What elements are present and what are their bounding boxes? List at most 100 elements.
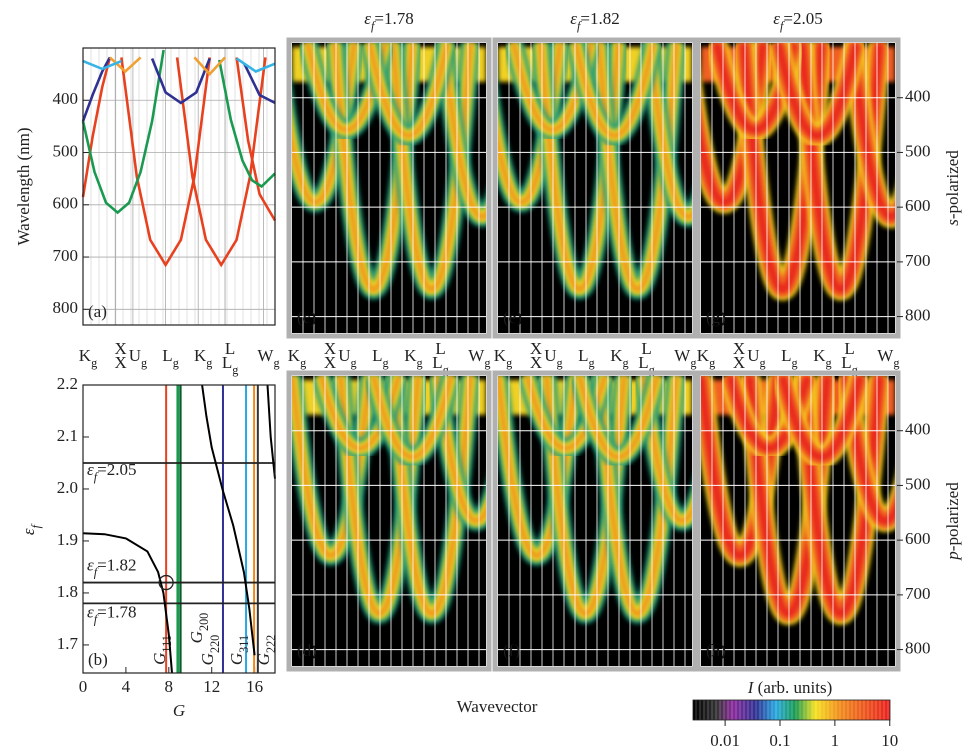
hline-label-part: =1.78 <box>97 602 136 621</box>
x-tick-label-part: g <box>232 363 238 377</box>
hline-label-part: ε <box>87 460 94 479</box>
x-tick-label: Kg <box>404 346 422 370</box>
y-tick-label: 800 <box>905 305 931 324</box>
x-tick-label-part: g <box>351 356 357 370</box>
x-tick-label: Kg <box>697 346 715 370</box>
x-tick-label: Lg <box>432 353 449 377</box>
plot-frame <box>82 47 276 326</box>
x-tick-label-part: g <box>416 356 422 370</box>
y-tick-label: 600 <box>905 196 931 215</box>
vline-label-part: 200 <box>197 613 211 631</box>
colorbar-tick-label: 1 <box>831 731 840 750</box>
x-tick-label-part: g <box>273 356 279 370</box>
x-tick-label: Lg <box>162 346 179 370</box>
x-tick-label-part: g <box>300 356 306 370</box>
x-tick-label-part: L <box>781 346 791 365</box>
heatmap-arc <box>641 376 692 524</box>
curve <box>235 57 276 73</box>
row-label-part: s <box>943 219 962 226</box>
panel-frame <box>286 37 492 339</box>
x-tick-label-part: K <box>494 346 507 365</box>
heatmap-arc <box>577 376 660 460</box>
x-tick-label-part: U <box>747 346 759 365</box>
x-tick-label-part: K <box>610 346 623 365</box>
curve <box>193 56 227 77</box>
x-tick-label-part: L <box>432 353 442 372</box>
hline-label-part: f <box>94 612 99 626</box>
x-tick-label-part: g <box>443 363 449 377</box>
x-tick-label: X <box>530 353 542 372</box>
x-tick-label: L <box>641 339 651 358</box>
row-label-part: -polarized <box>943 150 962 219</box>
heatmap <box>701 376 895 666</box>
y-tick-label: 800 <box>905 638 931 657</box>
row-label-part: -polarized <box>943 482 962 551</box>
heatmap-arc <box>779 376 864 461</box>
panel-title-part: ε <box>364 9 371 28</box>
x-tick-label: Lg <box>841 353 858 377</box>
x-tick-label-part: g <box>622 356 628 370</box>
x-tick-label-part: X <box>530 353 542 372</box>
panel-title: εf=1.82 <box>570 9 619 33</box>
vline-label: G222 <box>254 635 278 666</box>
x-tick-label: Lg <box>578 346 595 370</box>
x-tick-label: X <box>324 339 336 358</box>
heatmap-arc <box>848 43 895 221</box>
panel-title: εf=1.78 <box>364 9 413 33</box>
x-tick-label-part: g <box>589 356 595 370</box>
x-tick-label: L <box>844 339 854 358</box>
row-label: p-polarized <box>943 482 962 561</box>
curve <box>82 59 122 71</box>
vline-label: G311 <box>227 635 251 665</box>
x-tick-label: Kg <box>813 346 831 370</box>
x-tick-label: L <box>225 339 235 358</box>
hline-label-part: =2.05 <box>97 460 136 479</box>
colorbar-label-part: I <box>747 678 755 697</box>
colorbar-label: I (arb. units) <box>747 678 833 697</box>
panel-title-part: f <box>371 19 376 33</box>
x-tick-label: X <box>733 353 745 372</box>
heatmap-arc <box>573 43 656 138</box>
x-tick-label-part: X <box>733 339 745 358</box>
x-tick-label-part: g <box>506 356 512 370</box>
colorbar-label-part: (arb. units) <box>753 678 832 697</box>
panel-title-part: f <box>780 19 785 33</box>
heatmap <box>292 376 486 666</box>
x-tick-label: Ug <box>747 346 765 370</box>
panel-frame <box>492 370 698 672</box>
x-tick-label-part: g <box>690 356 696 370</box>
vline-label-part: G <box>187 631 206 643</box>
x-tick-label-part: U <box>338 346 350 365</box>
heatmap <box>498 43 692 333</box>
y-axis-label-part: ε <box>19 528 38 535</box>
curve <box>81 57 112 198</box>
x-tick-label-part: X <box>530 339 542 358</box>
x-tick-label: 8 <box>165 677 174 696</box>
curve <box>266 384 276 479</box>
x-tick-label: 16 <box>246 677 263 696</box>
panel-title-part: =1.82 <box>580 9 619 28</box>
heatmap-arc <box>775 43 860 139</box>
y-tick-label: 500 <box>905 141 931 160</box>
curve <box>201 384 256 656</box>
x-tick-label-part: g <box>173 356 179 370</box>
x-tick-label-part: L <box>844 339 854 358</box>
x-tick-label: Kg <box>494 346 512 370</box>
x-tick-label-part: K <box>813 346 826 365</box>
y-axis-label: Wavelength (nm) <box>14 127 33 245</box>
x-tick-label: X <box>324 353 336 372</box>
hline-label: εf=1.78 <box>87 602 136 626</box>
x-tick-label-part: L <box>435 339 445 358</box>
x-tick-label-part: X <box>733 353 745 372</box>
x-tick-label-part: K <box>697 346 710 365</box>
x-tick-label-part: L <box>641 339 651 358</box>
heatmap-arc <box>435 376 486 524</box>
y-tick-label: 500 <box>905 474 931 493</box>
x-tick-label-part: g <box>484 356 490 370</box>
x-tick-label-part: X <box>324 353 336 372</box>
vline-label: G200 <box>187 613 211 644</box>
x-tick-label-part: g <box>852 363 858 377</box>
y-tick-label: 400 <box>905 420 931 439</box>
x-tick-label-part: g <box>383 356 389 370</box>
